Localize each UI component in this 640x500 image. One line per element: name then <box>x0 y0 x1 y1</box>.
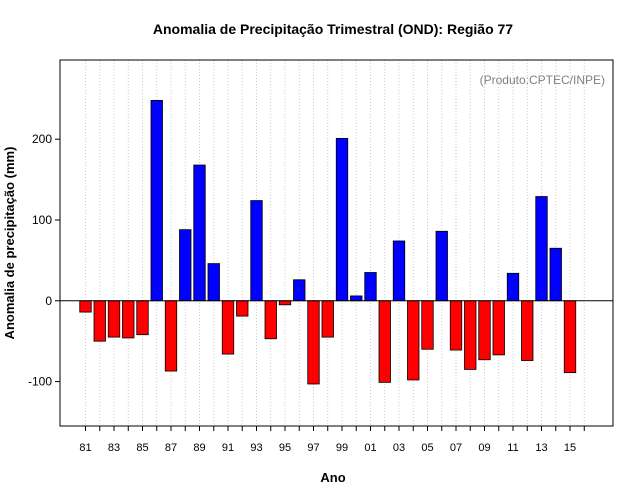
credit-label: (Produto:CPTEC/INPE) <box>480 73 605 87</box>
bar-1986 <box>150 99 163 302</box>
bar-2010 <box>492 300 505 356</box>
bar-1992 <box>236 300 249 317</box>
y-tick-label: 100 <box>32 213 52 227</box>
bar-2000 <box>350 295 363 302</box>
x-tick-label: 99 <box>336 442 348 454</box>
x-tick-label: 03 <box>393 442 405 454</box>
bar-2011 <box>506 272 520 302</box>
bar-1983 <box>107 300 121 338</box>
axes: 81 83 85 87 89 91 93 95 97 99 01 03 05 07 09 11 13 15 -100… <box>28 132 613 454</box>
bar-1994 <box>264 300 277 340</box>
x-tick-label: 95 <box>279 442 291 454</box>
bar-1999 <box>335 137 349 302</box>
x-tick-label: 93 <box>250 442 262 454</box>
bar-2007 <box>449 300 463 351</box>
bar-2005 <box>421 300 434 350</box>
x-tick-label: 85 <box>136 442 148 454</box>
bar-1993 <box>250 200 263 302</box>
bar-2006 <box>435 230 448 302</box>
bar-2012 <box>521 300 534 361</box>
bar-1985 <box>136 300 149 336</box>
bar-1990 <box>207 263 220 302</box>
y-tick-label: 200 <box>32 132 52 146</box>
x-tick-label: 11 <box>507 442 518 454</box>
bar-1982 <box>93 300 106 342</box>
x-tick-label: 97 <box>307 442 319 454</box>
y-tick-label: -100 <box>28 375 52 389</box>
bar-2002 <box>378 300 391 383</box>
bar-1987 <box>164 300 178 372</box>
bar-2009 <box>478 300 491 361</box>
chart-title: Anomalia de Precipitação Trimestral (OND… <box>153 21 513 37</box>
x-tick-label: 87 <box>165 442 177 454</box>
bar-2008 <box>464 300 477 370</box>
bar-2013 <box>535 196 548 302</box>
x-tick-label: 81 <box>79 442 91 454</box>
x-tick-label: 07 <box>450 442 462 454</box>
y-axis-label: Anomalia de precipitação (mm) <box>2 147 17 340</box>
x-tick-label: 15 <box>564 442 576 454</box>
bar-2015 <box>563 300 577 374</box>
bar-1989 <box>193 164 206 302</box>
bar-1996 <box>293 279 306 302</box>
y-tick-label: 0 <box>45 294 52 308</box>
x-tick-label: 09 <box>478 442 490 454</box>
x-tick-label: 83 <box>108 442 120 454</box>
bar-2014 <box>549 247 562 302</box>
x-tick-label: 13 <box>535 442 547 454</box>
bar-1991 <box>221 300 235 355</box>
bar-1981 <box>79 300 92 313</box>
bar-2003 <box>392 240 406 302</box>
bar-1998 <box>321 300 334 338</box>
bar-1988 <box>179 229 192 302</box>
x-tick-label: 91 <box>222 442 234 454</box>
bar-1995 <box>278 300 292 306</box>
bar-2004 <box>407 300 420 381</box>
x-tick-label: 01 <box>364 442 376 454</box>
x-axis-label: Ano <box>320 470 345 485</box>
plot-frame <box>59 59 614 427</box>
x-tick-label: 89 <box>193 442 205 454</box>
bar-1984 <box>122 300 135 339</box>
x-tick-label: 05 <box>421 442 433 454</box>
bar-2001 <box>364 272 377 302</box>
bars <box>79 99 577 385</box>
bar-1997 <box>307 300 320 385</box>
